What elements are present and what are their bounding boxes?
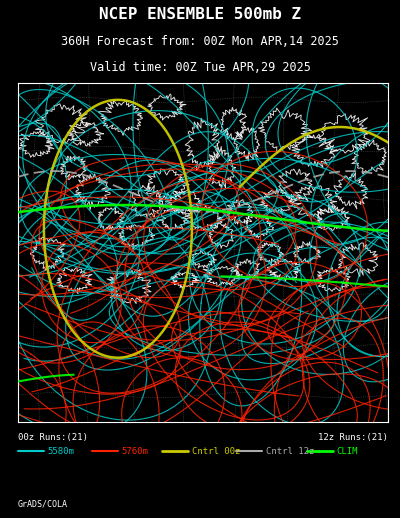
Text: 12z Runs:(21): 12z Runs:(21) (318, 433, 388, 442)
Text: 5760m: 5760m (122, 447, 148, 455)
Text: 360H Forecast from: 00Z Mon APR,14 2025: 360H Forecast from: 00Z Mon APR,14 2025 (61, 35, 339, 48)
Text: Cntrl 12z: Cntrl 12z (266, 447, 314, 455)
Text: 5580m: 5580m (48, 447, 74, 455)
Text: GrADS/COLA: GrADS/COLA (18, 500, 68, 509)
Text: 00z Runs:(21): 00z Runs:(21) (18, 433, 88, 442)
Text: CLIM: CLIM (336, 447, 358, 455)
Text: Valid time: 00Z Tue APR,29 2025: Valid time: 00Z Tue APR,29 2025 (90, 61, 310, 74)
Text: Cntrl 00z: Cntrl 00z (192, 447, 240, 455)
Text: NCEP ENSEMBLE 500mb Z: NCEP ENSEMBLE 500mb Z (99, 7, 301, 22)
